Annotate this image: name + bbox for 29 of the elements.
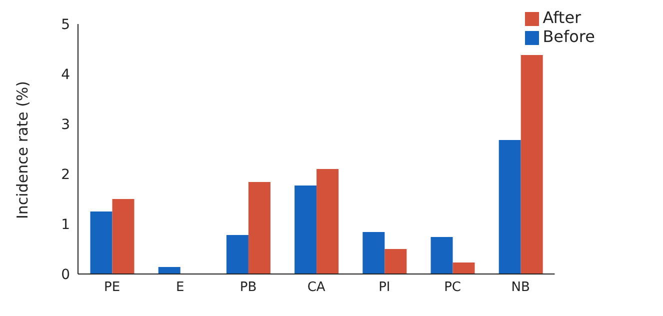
y-tick-label: 0: [61, 266, 70, 283]
bar: [158, 267, 180, 274]
bar: [90, 212, 112, 274]
y-tick-label: 3: [61, 116, 70, 133]
bar: [520, 55, 543, 274]
bar: [112, 199, 134, 274]
y-tick-label: 4: [61, 66, 70, 83]
bar: [294, 186, 317, 274]
y-axis-title: Incidence rate (%): [13, 80, 32, 219]
bar: [226, 235, 248, 274]
bar: [316, 169, 339, 274]
bar: [498, 140, 521, 274]
y-tick-label: 1: [61, 216, 70, 233]
legend-label: After: [542, 8, 582, 27]
legend-label: Before: [542, 27, 595, 46]
x-tick-label: PB: [240, 280, 257, 296]
x-tick-label: CA: [307, 280, 326, 296]
x-tick-label: E: [176, 280, 184, 296]
bar: [248, 182, 270, 274]
bar: [384, 249, 407, 274]
y-tick-label: 2: [61, 166, 70, 183]
x-tick-label: NB: [511, 280, 530, 296]
x-tick-label: PC: [444, 280, 461, 296]
bar: [452, 262, 475, 274]
bar: [362, 232, 385, 274]
x-tick-label: PE: [104, 280, 120, 296]
bar: [430, 237, 453, 274]
x-tick-label: PI: [378, 280, 390, 296]
y-tick-label: 5: [61, 16, 70, 33]
